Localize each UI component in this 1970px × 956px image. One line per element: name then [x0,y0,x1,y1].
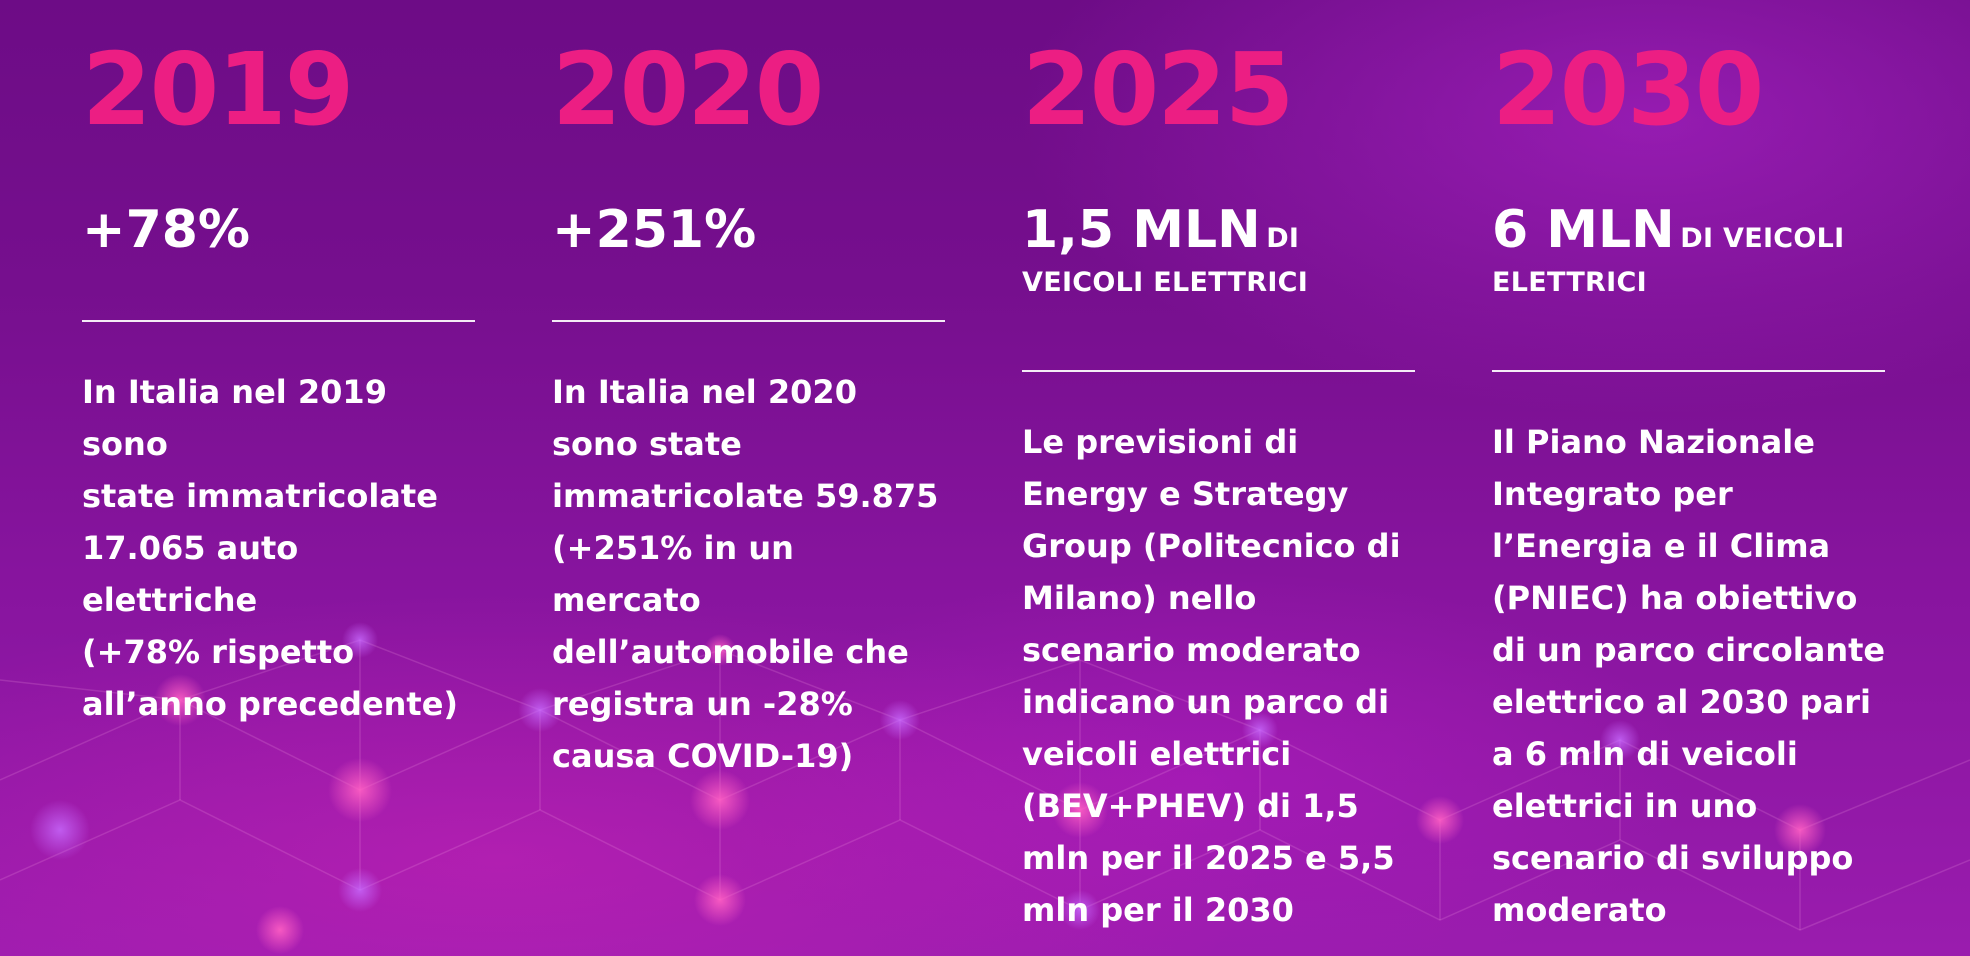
headline: 1,5 MLN DI VEICOLI ELETTRICI [1022,200,1422,370]
headline-value: 1,5 MLN [1022,200,1261,260]
timeline-column-2019: 2019 +78% In Italia nel 2019 sono state … [82,38,482,730]
year-heading: 2025 [1022,31,1294,148]
timeline-column-2030: 2030 6 MLN DI VEICOLI ELETTRICI Il Piano… [1492,38,1892,936]
timeline-column-2025: 2025 1,5 MLN DI VEICOLI ELETTRICI Le pre… [1022,38,1422,936]
headline-value: +78% [82,200,251,260]
description-text: In Italia nel 2020 sono state immatricol… [552,373,939,775]
headline-unit: DI VEICOLI ELETTRICI [1022,223,1309,298]
divider-line [1022,370,1415,372]
headline-unit: DI VEICOLI ELETTRICI [1492,223,1845,298]
headline-value: 6 MLN [1492,200,1675,260]
divider-line [552,320,945,322]
year-heading: 2030 [1492,31,1764,148]
divider-line [82,320,475,322]
headline-value: +251% [552,200,757,260]
description-text: Il Piano Nazionale Integrato per l’Energ… [1492,423,1886,929]
headline: +78% [82,200,482,320]
year-heading: 2020 [552,31,824,148]
year-heading: 2019 [82,31,354,148]
headline: +251% [552,200,952,320]
description-text: Le previsioni di Energy e Strategy Group… [1022,423,1401,929]
divider-line [1492,370,1885,372]
description-text: In Italia nel 2019 sono state immatricol… [82,373,459,723]
timeline-column-2020: 2020 +251% In Italia nel 2020 sono state… [552,38,952,782]
headline: 6 MLN DI VEICOLI ELETTRICI [1492,200,1892,370]
